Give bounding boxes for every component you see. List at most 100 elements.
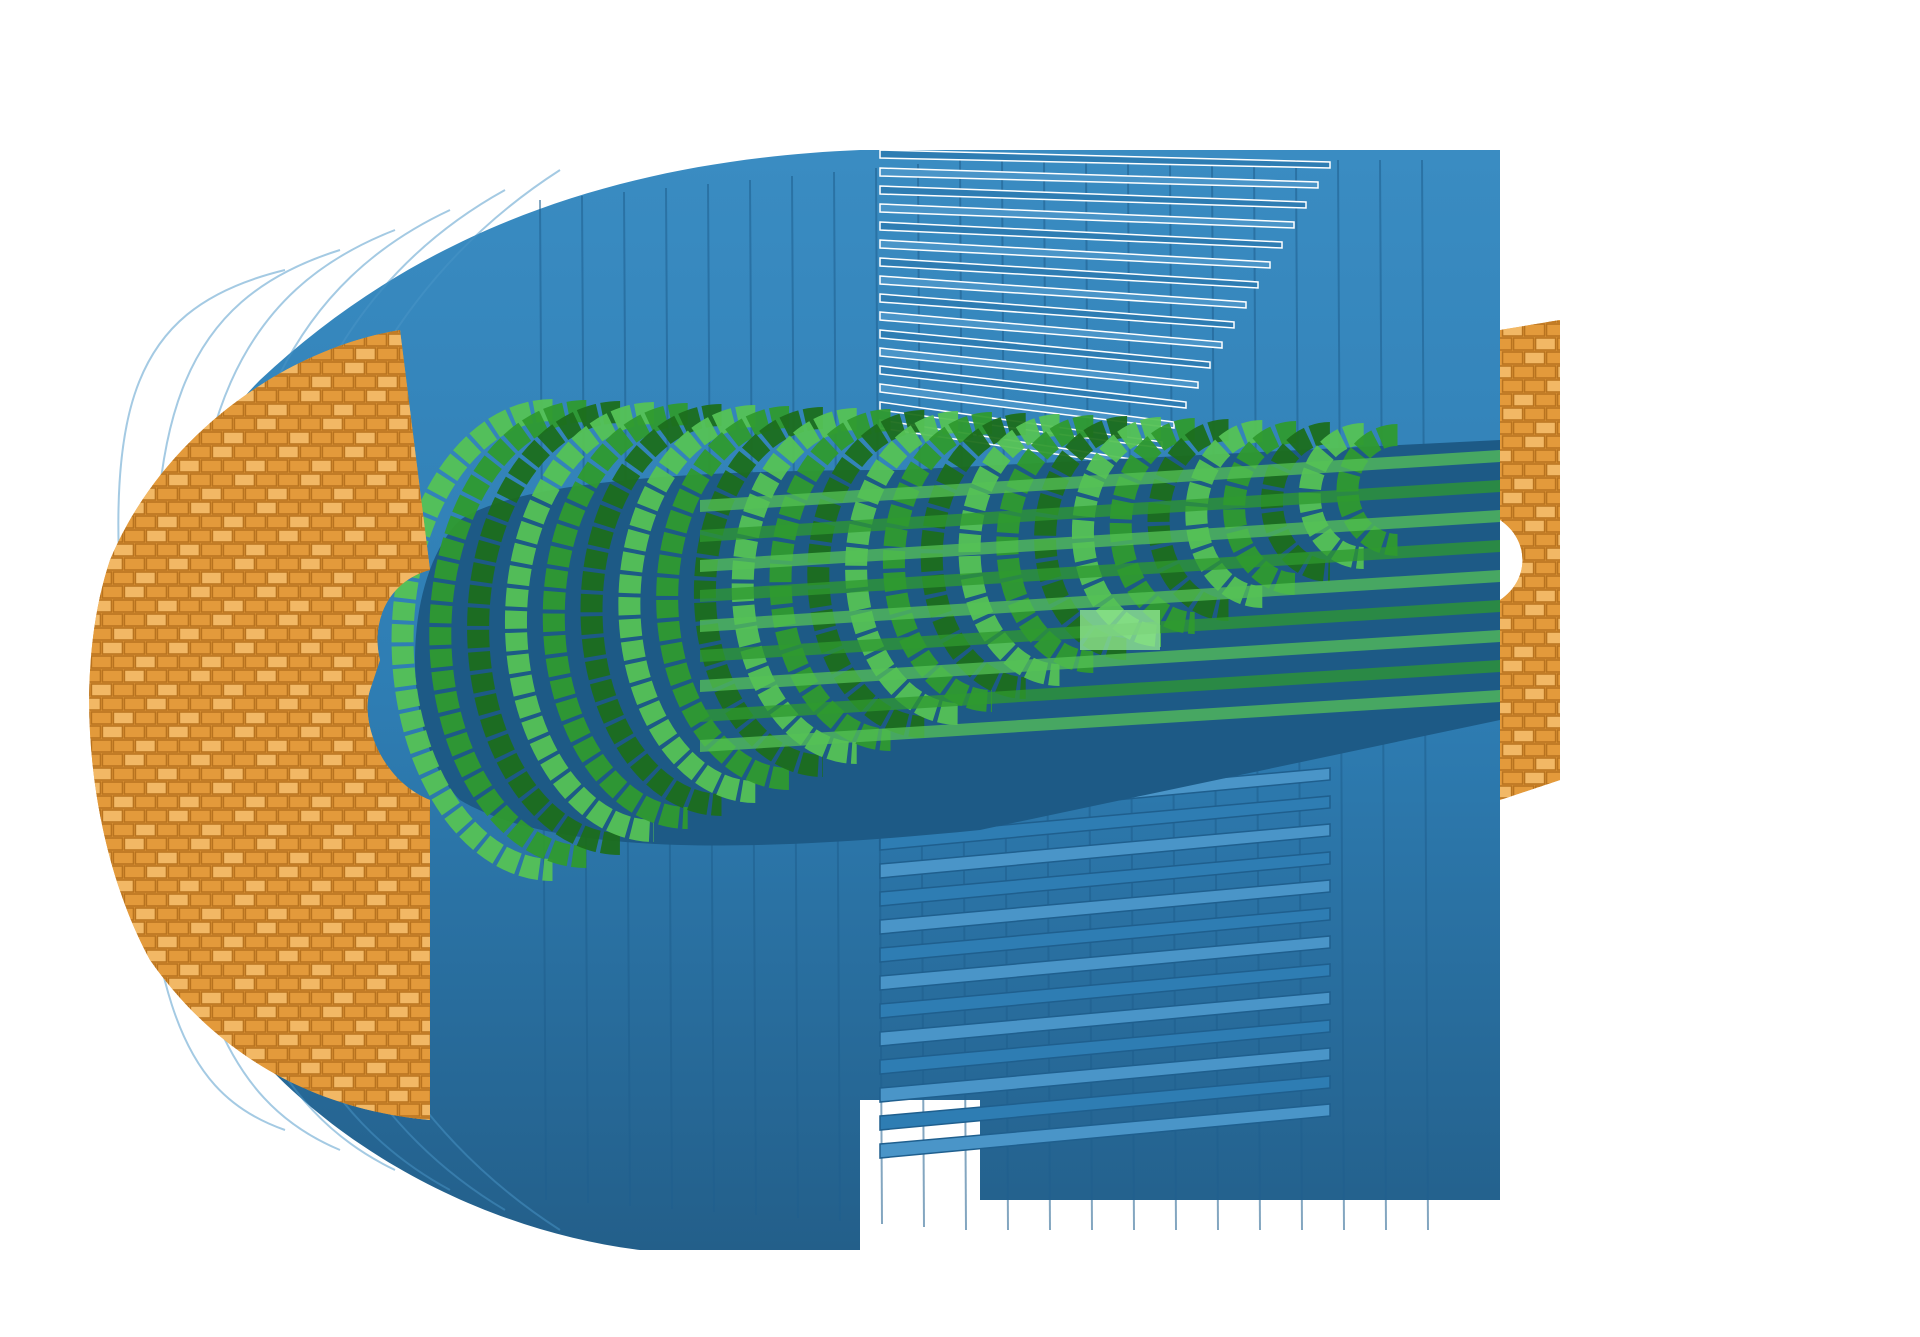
endcap-tile: [145, 977, 168, 991]
endcap-tile: [1501, 379, 1524, 393]
tracker-layer: [1109, 418, 1196, 634]
endcap-tile: [101, 725, 124, 739]
endcap-tile: [89, 501, 102, 515]
endcap-tile: [376, 851, 399, 865]
endcap-tile: [409, 529, 430, 543]
endcap-tile: [145, 389, 168, 403]
endcap-tile: [288, 1047, 311, 1061]
endcap-tile: [1500, 505, 1513, 519]
endcap-tile: [156, 487, 179, 501]
endcap-tile: [89, 725, 102, 739]
endcap-tile: [365, 1005, 388, 1019]
endcap-tile: [1534, 701, 1557, 715]
endcap-tile: [354, 431, 377, 445]
endcap-tile: [310, 459, 333, 473]
top-slat: [879, 365, 1187, 409]
endcap-tile: [387, 529, 410, 543]
endcap-tile: [321, 445, 344, 459]
endcap-tile: [398, 543, 421, 557]
endcap-tile: [167, 1005, 190, 1019]
endcap-tile: [145, 753, 168, 767]
endcap-tile: [321, 585, 344, 599]
endcap-tile: [398, 487, 421, 501]
endcap-tile: [288, 571, 311, 585]
endcap-tile: [365, 893, 388, 907]
endcap-tile: [167, 893, 190, 907]
endcap-tile: [112, 823, 135, 837]
endcap-tile: [1569, 604, 1589, 616]
endcap-tile: [1501, 351, 1524, 365]
endcap-tile: [89, 1061, 102, 1075]
endcap-tile: [376, 879, 399, 893]
endcap-tile: [145, 893, 168, 907]
endcap-tile: [112, 851, 135, 865]
endcap-tile: [1512, 393, 1535, 407]
endcap-tile: [409, 837, 430, 851]
endcap-tile: [310, 543, 333, 557]
endcap-tile: [1545, 715, 1560, 729]
endcap-tile: [156, 823, 179, 837]
endcap-tile: [1512, 561, 1535, 575]
tracker-layer: [429, 400, 587, 868]
endcap-tile: [387, 781, 410, 795]
tracker-rod: [700, 570, 1500, 632]
endcap-tile: [1569, 408, 1589, 420]
endcap-tile: [343, 501, 366, 515]
endcap-tile: [1569, 716, 1589, 728]
tracker-layer: [1147, 419, 1229, 621]
endcap-tile: [189, 949, 212, 963]
endcap-tile: [376, 571, 399, 585]
endcap-tile: [398, 991, 421, 1005]
top-slat: [879, 311, 1223, 349]
endcap-tile: [277, 977, 300, 991]
endcap-tile: [420, 1019, 430, 1033]
endcap-tile: [1512, 449, 1535, 463]
endcap-tile: [332, 515, 355, 529]
endcap-tile: [123, 1089, 146, 1103]
endcap-tile: [134, 431, 157, 445]
endcap-tile: [89, 641, 102, 655]
endcap-tile: [211, 417, 234, 431]
endcap-tile: [145, 1061, 168, 1075]
endcap-tile: [387, 949, 410, 963]
endcap-tile: [112, 1047, 135, 1061]
endcap-tile: [189, 529, 212, 543]
endcap-tile: [233, 1033, 256, 1047]
bottom-slat: [879, 907, 1331, 963]
endcap-tile: [189, 921, 212, 935]
endcap-tile: [156, 739, 179, 753]
endcap-tile: [1501, 323, 1524, 337]
endcap-tile: [90, 851, 113, 865]
endcap-tile: [156, 1019, 179, 1033]
endcap-tile: [134, 767, 157, 781]
endcap-tile: [134, 907, 157, 921]
endcap-tile: [233, 837, 256, 851]
endcap-tile: [299, 921, 322, 935]
endcap-tile: [1501, 687, 1524, 701]
endcap-tile: [277, 669, 300, 683]
endcap-tile: [321, 781, 344, 795]
endcap-tile: [178, 879, 201, 893]
endcap-tile: [178, 627, 201, 641]
endcap-tile: [101, 893, 124, 907]
endcap-tile: [1523, 631, 1546, 645]
endcap-tile: [310, 403, 333, 417]
endcap-tile: [1500, 477, 1513, 491]
endcap-tile: [89, 459, 91, 473]
endcap-tile: [89, 935, 91, 949]
endcap-tile: [1523, 603, 1546, 617]
endcap-tile: [354, 767, 377, 781]
endcap-tile: [1545, 351, 1560, 365]
tracker-rod: [700, 450, 1500, 512]
endcap-tile: [398, 1019, 421, 1033]
tracker-layer: [618, 405, 756, 803]
endcap-tile: [123, 613, 146, 627]
endcap-tile: [89, 655, 91, 669]
endcap-tile: [112, 347, 135, 361]
endcap-tile: [398, 879, 421, 893]
endcap-tile: [420, 1103, 430, 1117]
endcap-tile: [409, 977, 430, 991]
endcap-tile: [178, 823, 201, 837]
endcap-tile: [189, 697, 212, 711]
